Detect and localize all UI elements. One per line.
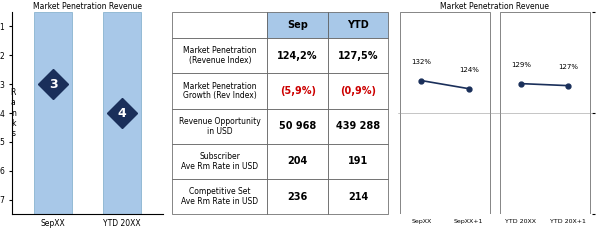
Bar bbox=[267, 144, 328, 179]
Title: Market Penetration Revenue: Market Penetration Revenue bbox=[440, 2, 550, 11]
Text: 127%: 127% bbox=[559, 64, 578, 70]
Text: Sep: Sep bbox=[287, 20, 308, 30]
Bar bbox=[267, 38, 328, 73]
Text: 236: 236 bbox=[288, 192, 308, 202]
Text: 124,2%: 124,2% bbox=[277, 51, 318, 61]
Text: 4: 4 bbox=[117, 106, 126, 120]
Bar bbox=[103, 12, 141, 214]
Text: 129%: 129% bbox=[511, 62, 531, 69]
Bar bbox=[172, 179, 267, 214]
Bar bbox=[267, 109, 328, 144]
Text: R
a
n
k
s: R a n k s bbox=[11, 88, 16, 138]
Bar bbox=[172, 144, 267, 179]
Bar bbox=[328, 12, 388, 38]
Text: 127,5%: 127,5% bbox=[338, 51, 379, 61]
Bar bbox=[328, 179, 388, 214]
Text: 439 288: 439 288 bbox=[336, 121, 380, 131]
Text: Revenue Opportunity
in USD: Revenue Opportunity in USD bbox=[179, 117, 261, 136]
Title: Market Penetration Revenue: Market Penetration Revenue bbox=[33, 2, 142, 11]
Text: Market Penetration
Growth (Rev Index): Market Penetration Growth (Rev Index) bbox=[183, 82, 257, 100]
Text: 3: 3 bbox=[49, 78, 57, 91]
Text: Competitive Set
Ave Rm Rate in USD: Competitive Set Ave Rm Rate in USD bbox=[181, 187, 258, 206]
Bar bbox=[34, 12, 72, 214]
Text: 191: 191 bbox=[348, 156, 368, 166]
Text: Market Penetration
(Revenue Index): Market Penetration (Revenue Index) bbox=[183, 46, 257, 65]
Bar bbox=[267, 73, 328, 109]
Bar bbox=[328, 38, 388, 73]
Text: (5,9%): (5,9%) bbox=[280, 86, 316, 96]
Bar bbox=[172, 12, 267, 38]
Bar bbox=[400, 12, 490, 214]
Text: 132%: 132% bbox=[411, 59, 431, 65]
Bar bbox=[172, 73, 267, 109]
Bar bbox=[328, 73, 388, 109]
Bar bbox=[499, 12, 590, 214]
Bar bbox=[328, 144, 388, 179]
Bar bbox=[267, 179, 328, 214]
Bar bbox=[172, 38, 267, 73]
Text: 214: 214 bbox=[348, 192, 368, 202]
Text: YTD: YTD bbox=[347, 20, 369, 30]
Text: 124%: 124% bbox=[459, 68, 479, 73]
Text: (0,9%): (0,9%) bbox=[340, 86, 376, 96]
Bar bbox=[172, 109, 267, 144]
Text: 204: 204 bbox=[288, 156, 308, 166]
Text: 50 968: 50 968 bbox=[279, 121, 316, 131]
Bar bbox=[267, 12, 328, 38]
Bar bbox=[328, 109, 388, 144]
Text: Subscriber
Ave Rm Rate in USD: Subscriber Ave Rm Rate in USD bbox=[181, 152, 258, 171]
